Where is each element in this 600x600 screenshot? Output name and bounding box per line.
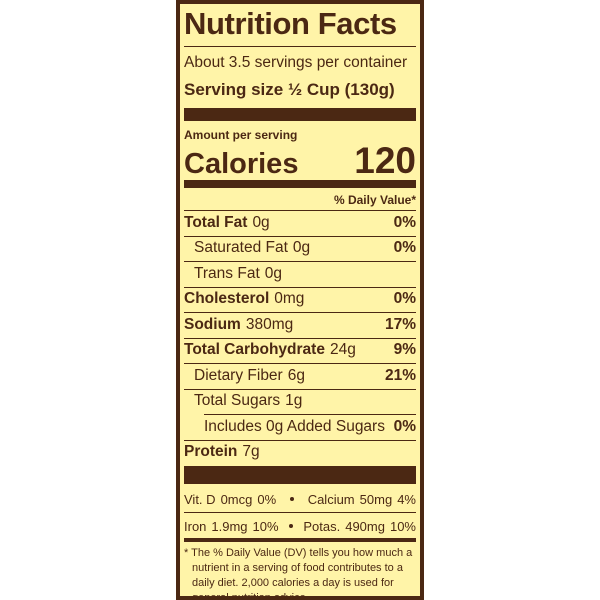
title: Nutrition Facts (184, 6, 397, 41)
nutrient-dv: 0% (393, 417, 416, 435)
thick-bar (184, 466, 416, 484)
nutrient-rows: Total Fat 0g 0% Saturated Fat 0g 0% Trans Fat 0… (184, 210, 416, 465)
rule (184, 235, 416, 237)
rule (184, 439, 416, 441)
vitamin-dv: 4% (397, 491, 416, 507)
nutrient-dv: 0% (393, 290, 416, 308)
rule (184, 312, 416, 313)
nutrient-dv: 9% (393, 341, 416, 359)
nutrient-row: Dietary Fiber 6g 21% (184, 363, 416, 389)
vitamin-amount: 0mcg (220, 491, 253, 507)
vitamin-row: Iron 1.9mg 10% Potas. 490mg 10% (184, 513, 416, 539)
nutrient-dv: 21% (384, 366, 416, 384)
vitamin-amount: 1.9mg (211, 518, 248, 534)
nutrient-name: Saturated Fat (194, 239, 288, 257)
rule (184, 210, 416, 211)
nutrient-amount: 7g (242, 443, 260, 461)
nutrient-row: Sodium 380mg 17% (184, 312, 416, 338)
nutrient-amount: 6g (287, 366, 305, 384)
vitamin-rows: Vit. D 0mcg 0% Calcium 50mg 4% Iron 1.9mg 10% Pot… (184, 486, 416, 539)
servings: About 3.5 servings per container (184, 54, 408, 71)
nutrient-name: Sodium (184, 315, 241, 333)
nutrient-row: Cholesterol 0mg 0% (184, 286, 416, 313)
vitamin-dv: 10% (252, 518, 279, 534)
nutrient-row: Protein 7g (184, 439, 416, 466)
nutrient-amount: 1g (285, 392, 303, 410)
rule (184, 286, 416, 288)
rule (184, 261, 416, 262)
rule (184, 46, 416, 47)
nutrient-name: Trans Fat (194, 264, 260, 282)
vitamin-name: Calcium (307, 491, 355, 507)
nutrient-name: Cholesterol (184, 290, 270, 308)
calories-label: Calories (184, 148, 299, 180)
vitamin-name: Potas. (303, 518, 341, 534)
serving-size-value: ½ Cup (130g) (287, 80, 395, 99)
nutrient-name: Includes 0g Added Sugars (204, 417, 385, 435)
vitamin-name: Iron (184, 518, 207, 534)
nutrient-name: Dietary Fiber (194, 366, 283, 384)
nutrient-name: Total Sugars (194, 392, 281, 410)
vitamin-item: Calcium 50mg 4% (308, 492, 416, 507)
medium-bar (184, 538, 416, 542)
nutrient-amount: 0mg (274, 290, 305, 308)
nutrient-amount: 0g (252, 213, 270, 231)
vitamin-dv: 0% (257, 491, 277, 507)
rule (184, 337, 416, 339)
amount-per-serving: Amount per serving (184, 128, 298, 142)
nutrient-row: Total Fat 0g 0% (184, 210, 416, 236)
calories: Calories 120 (184, 140, 416, 182)
vitamin-dv: 10% (389, 518, 416, 534)
vitamin-item: Iron 1.9mg 10% (184, 519, 279, 534)
vitamin-amount: 490mg (345, 518, 385, 534)
rule (184, 363, 416, 364)
rule (184, 388, 416, 390)
nutrient-amount: 0g (264, 264, 282, 282)
daily-value-header: % Daily Value* (333, 193, 416, 207)
vitamin-item: Potas. 490mg 10% (303, 519, 416, 534)
nutrient-dv: 17% (384, 315, 416, 333)
nutrient-name: Total Carbohydrate (184, 341, 325, 359)
footnote: * The % Daily Value (DV) tells you how m… (184, 547, 413, 600)
nutrient-name: Protein (184, 443, 238, 461)
nutrient-row: Total Carbohydrate 24g 9% (184, 337, 416, 364)
nutrient-amount: 380mg (245, 315, 294, 333)
serving-size: Serving size ½ Cup (130g) (184, 80, 416, 100)
calories-value: 120 (354, 140, 416, 181)
medium-bar (184, 180, 416, 188)
nutrient-amount: 0g (292, 239, 311, 257)
nutrient-dv: 0% (393, 213, 416, 231)
nutrient-row: Total Sugars 1g (184, 388, 416, 415)
thick-bar (184, 108, 416, 121)
separator-dot (288, 524, 293, 528)
nutrient-row: Saturated Fat 0g 0% (184, 235, 416, 262)
rule (204, 414, 416, 415)
nutrient-dv: 0% (393, 239, 416, 257)
separator-dot (289, 497, 294, 501)
vitamin-amount: 50mg (359, 491, 393, 507)
serving-size-label: Serving size (184, 80, 284, 99)
nutrient-row: Trans Fat 0g (184, 261, 416, 287)
nutrient-amount: 24g (329, 341, 356, 359)
vitamin-item: Vit. D 0mcg 0% (184, 492, 276, 507)
vitamin-name: Vit. D (184, 491, 216, 507)
vitamin-row: Vit. D 0mcg 0% Calcium 50mg 4% (184, 486, 416, 513)
nutrient-name: Total Fat (184, 213, 248, 231)
nutrition-label: Nutrition Facts About 3.5 servings per c… (176, 0, 424, 600)
nutrient-row: Includes 0g Added Sugars 0% (184, 414, 416, 440)
